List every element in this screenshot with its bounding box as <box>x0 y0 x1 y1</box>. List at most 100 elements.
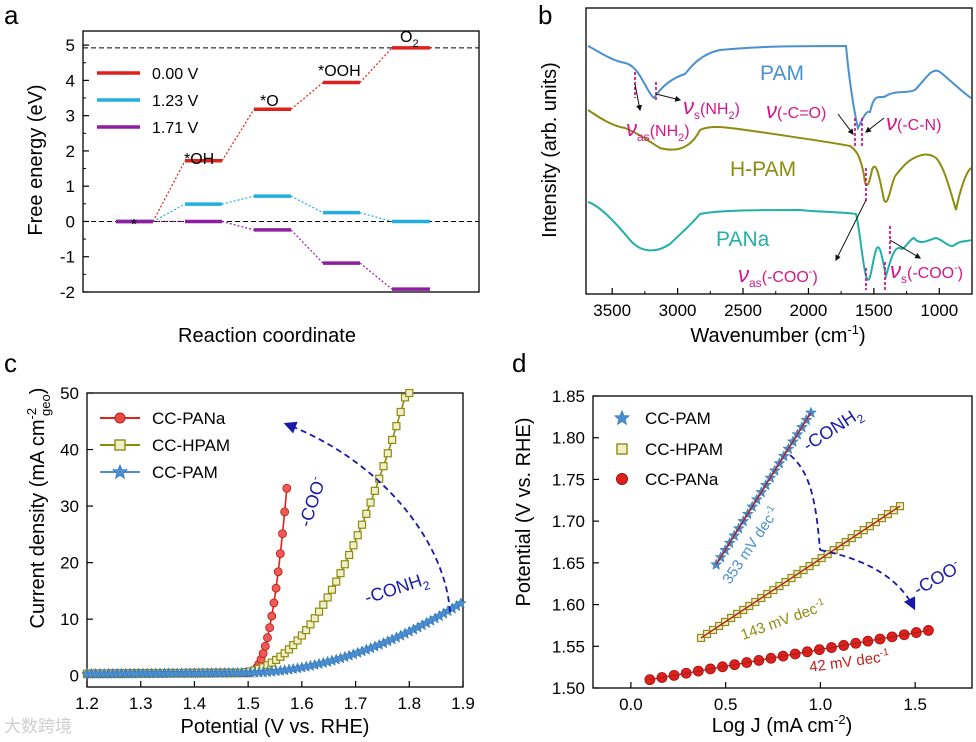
annotation-conh-c: -CONH2 <box>362 568 432 611</box>
legend-marker-hpam-c <box>114 439 126 451</box>
legend-label-171v: 1.71 V <box>152 120 199 137</box>
data-point <box>265 623 275 633</box>
x-tick-label-c: 1.5 <box>236 694 260 713</box>
legend-marker-pam-c <box>112 464 128 479</box>
data-point <box>280 507 290 517</box>
legend-a: 0.00 V 1.23 V 1.71 V <box>97 66 199 137</box>
data-point <box>396 407 405 417</box>
annotation-arrow-c <box>283 421 451 613</box>
data-point <box>400 393 410 402</box>
data-point <box>332 577 341 586</box>
data-point <box>263 633 272 643</box>
fit-line <box>715 412 812 565</box>
legend-marker-pam-d <box>614 410 630 425</box>
x-tick-label-c: 1.7 <box>344 694 368 713</box>
y-tick-label-a: 1 <box>66 177 75 196</box>
data-point <box>269 598 279 608</box>
x-tick-label-d: 0.5 <box>714 695 738 714</box>
arrow-nas-coo <box>835 199 867 262</box>
chart-ftir: 3500 3000 2500 2000 1500 1000 PAM H-PAM PANa … <box>539 7 973 347</box>
arrow-nas-nh2 <box>634 83 643 112</box>
y-tick-label-c: 0 <box>70 667 79 686</box>
chart-polarization: 1.2 1.3 1.4 1.5 1.6 1.7 1.8 1.9 0 10 20 30 40 50 -COO… <box>24 384 475 738</box>
annotation-coo-d: -COO- <box>909 555 964 600</box>
y-tick-label-a: 0 <box>66 212 75 231</box>
plot-frame-c <box>86 392 464 688</box>
step-label-o2: O2 <box>400 29 419 50</box>
legend-label-pana-c: CC-PANa <box>152 409 226 428</box>
legend-marker-pana-d <box>616 473 628 485</box>
x-tick-label-b: 3000 <box>659 301 697 320</box>
x-tick-label-d: 1.0 <box>809 695 833 714</box>
fit-line <box>649 629 929 681</box>
y-tick-label-d: 1.55 <box>552 637 585 656</box>
data-point <box>345 550 354 560</box>
legend-label-pam-c: CC-PAM <box>152 463 218 482</box>
series-123v <box>116 194 430 224</box>
x-axis-label-d: Log J (mA cm-2) <box>712 712 853 737</box>
data-point <box>340 560 349 569</box>
series-label-pana: PANa <box>716 228 770 251</box>
x-tick-label-b: 2500 <box>724 301 762 320</box>
connector <box>221 195 255 205</box>
plot-frame-b <box>585 7 973 295</box>
chart-tafel: 0.0 0.5 1.0 1.5 1.50 1.55 1.60 1.65 1.70 1.75 1.80… <box>513 387 973 737</box>
data-point <box>267 611 277 621</box>
y-axis-label-c: Current density (mA cm-2geo) <box>24 388 53 629</box>
x-axis-label-c: Potential (V vs. RHE) <box>181 716 370 738</box>
data-point <box>387 435 397 445</box>
data-point <box>362 509 371 518</box>
arrow-ns-nh2 <box>655 93 682 102</box>
arrow-cn <box>865 117 885 133</box>
chart-free-energy: -2 -1 0 1 2 3 4 5 * *OH *O *OOH O2 0.00 V 1.23 … <box>25 29 480 347</box>
panel-label-c: c <box>4 348 17 378</box>
legend-label-0v: 0.00 V <box>152 66 199 83</box>
y-tick-label-c: 20 <box>60 554 79 573</box>
connector <box>359 262 393 290</box>
legend-c: CC-PANa CC-HPAM CC-PAM <box>100 409 230 482</box>
x-tick-label-c: 1.6 <box>290 694 314 713</box>
step-label-star: * <box>131 216 137 233</box>
x-tick-label-c: 1.9 <box>451 694 475 713</box>
data-point <box>357 520 367 529</box>
y-tick-label-d: 1.70 <box>552 512 585 531</box>
y-tick-label-d: 1.75 <box>552 470 585 489</box>
x-tick-label-c: 1.4 <box>183 694 207 713</box>
band-arrows <box>634 83 922 262</box>
fit-line <box>700 505 901 639</box>
label-nas-coo: νas(-COO-) <box>738 262 818 290</box>
x-tick-label-b: 1500 <box>855 301 893 320</box>
y-tick-label-c: 50 <box>60 384 79 403</box>
data-point <box>284 645 294 654</box>
connector <box>290 229 324 264</box>
plot-frame-d <box>592 395 973 689</box>
x-axis-label-a: Reaction coordinate <box>178 325 356 347</box>
panel-label-a: a <box>4 0 19 30</box>
data-point <box>327 585 337 594</box>
series-cc-hpam <box>696 502 905 643</box>
connector <box>359 212 393 223</box>
y-axis-label-a: Free energy (eV) <box>25 84 47 235</box>
plot-frame-a <box>82 30 480 293</box>
data-point <box>379 462 388 471</box>
y-tick-label-a: 2 <box>66 142 75 161</box>
data-point <box>289 641 298 650</box>
panel-label-d: d <box>512 348 526 378</box>
y-tick-label-a: 5 <box>66 36 75 55</box>
data-point <box>323 593 332 602</box>
data-point <box>319 600 328 609</box>
y-tick-label-a: 3 <box>66 107 75 126</box>
series-171v <box>116 219 430 291</box>
data-point <box>314 607 324 616</box>
label-ns-coo: νs(-COO-) <box>890 258 963 286</box>
label-ns-nh2: νs(NH2) <box>683 94 740 122</box>
x-tick-label-b: 1000 <box>920 301 958 320</box>
series-label-pam: PAM <box>760 62 804 85</box>
data-point <box>271 583 281 593</box>
y-tick-label-d: 1.85 <box>552 387 585 406</box>
step-label-o: *O <box>260 93 279 110</box>
data-point <box>282 483 292 493</box>
data-point <box>275 549 285 558</box>
y-axis-label-b: Intensity (arb. units) <box>539 62 561 238</box>
series-cc-pana <box>644 625 934 686</box>
